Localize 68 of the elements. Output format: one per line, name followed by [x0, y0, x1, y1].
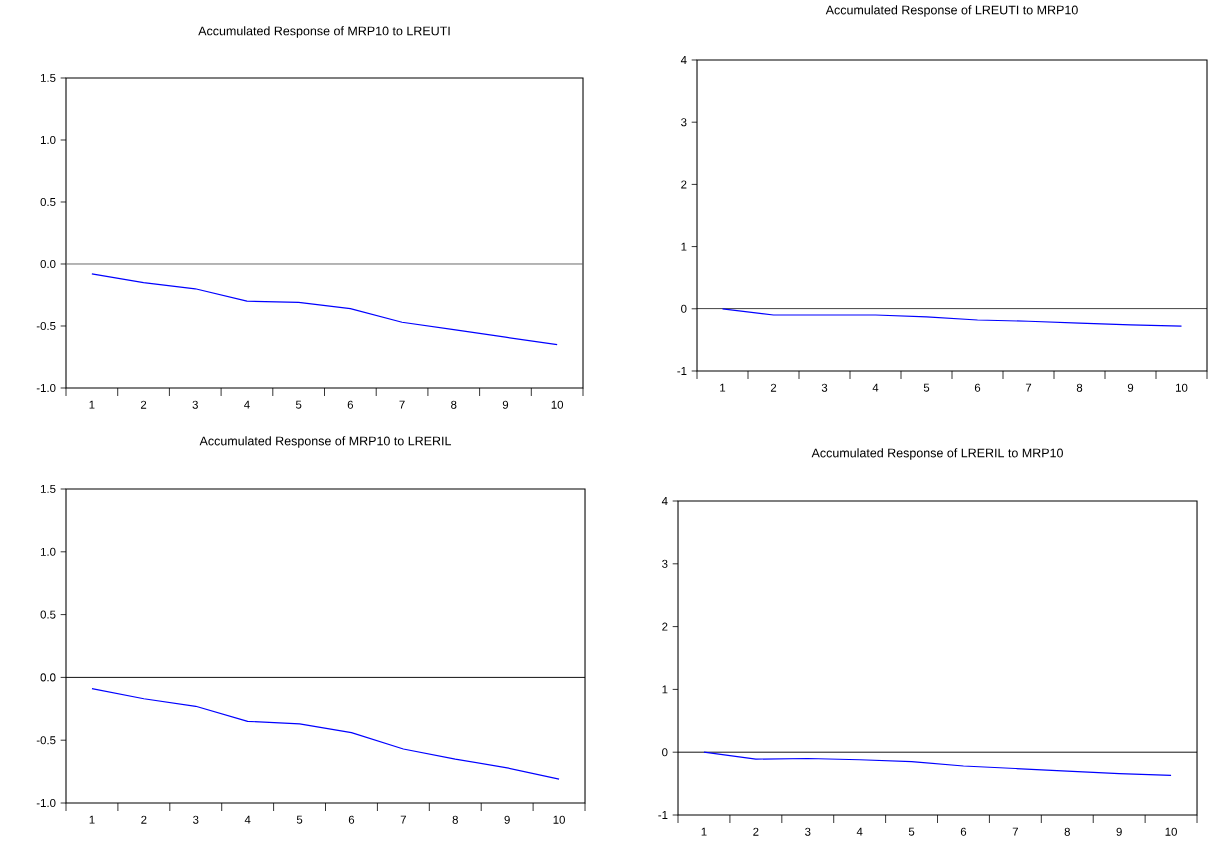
y-tick-label: -1 [677, 367, 687, 375]
y-tick-label: 3 [662, 559, 668, 568]
x-tick-label: 7 [400, 815, 406, 824]
y-tick-label: -0.5 [36, 736, 56, 745]
y-tick-label: 0.5 [40, 610, 56, 619]
y-tick-label: 0.0 [40, 259, 56, 269]
x-tick-label: 1 [89, 815, 95, 824]
x-tick-label: 8 [451, 400, 457, 409]
y-tick-label: 1.5 [40, 74, 56, 82]
x-tick-label: 1 [720, 383, 726, 392]
y-tick-label: 2 [662, 622, 668, 631]
y-tick-label: 3 [681, 118, 687, 127]
x-tick-label: 9 [1116, 827, 1122, 836]
y-tick-label: 1.0 [40, 135, 56, 145]
x-tick-label: 5 [923, 383, 930, 392]
chart-title: Accumulated Response of LREUTI to MRP10 [825, 5, 1078, 17]
y-tick-label: 1.5 [40, 485, 56, 493]
y-tick-label: 4 [661, 497, 668, 505]
x-tick-label: 4 [872, 383, 879, 392]
x-tick-label: 6 [960, 827, 967, 836]
y-tick-label: 1 [681, 242, 687, 251]
x-tick-label: 10 [1165, 827, 1177, 836]
y-tick-label: 1.0 [40, 547, 56, 556]
x-tick-label: 2 [140, 400, 147, 409]
y-tick-label: 0 [681, 304, 687, 313]
x-tick-label: 6 [347, 400, 354, 409]
y-tick-label: 1 [662, 685, 668, 694]
x-tick-label: 5 [295, 400, 302, 409]
y-tick-label: -1 [658, 811, 668, 819]
y-tick-label: -1.0 [36, 798, 56, 808]
y-tick-label: 2 [681, 180, 687, 189]
x-tick-label: 10 [551, 400, 564, 409]
x-tick-label: 8 [1076, 383, 1083, 392]
y-tick-label: 4 [680, 56, 687, 64]
chart-title: Accumulated Response of LRERIL to MRP10 [811, 448, 1063, 460]
y-tick-label: 0 [662, 748, 668, 757]
x-tick-label: 7 [1025, 383, 1032, 392]
x-tick-label: 10 [1176, 383, 1188, 392]
x-tick-label: 9 [502, 400, 509, 409]
x-tick-label: 9 [504, 815, 510, 824]
y-tick-label: -1.0 [36, 383, 56, 393]
x-tick-label: 5 [908, 827, 915, 836]
x-tick-label: 5 [296, 815, 303, 824]
x-tick-label: 1 [701, 827, 707, 836]
y-tick-label: 0.0 [40, 673, 56, 682]
x-tick-label: 3 [821, 383, 828, 392]
x-tick-label: 8 [1064, 827, 1070, 836]
chart-title: Accumulated Response of MRP10 to LRERIL [199, 436, 452, 448]
x-tick-label: 6 [348, 815, 355, 824]
x-tick-label: 4 [244, 400, 250, 409]
x-tick-label: 1 [89, 400, 95, 409]
y-tick-label: 0.5 [40, 197, 56, 207]
x-tick-label: 2 [753, 827, 759, 836]
x-tick-label: 3 [192, 400, 198, 409]
x-tick-label: 2 [770, 383, 777, 392]
x-tick-label: 3 [193, 815, 199, 824]
y-tick-label: -0.5 [36, 321, 56, 331]
chart-title: Accumulated Response of MRP10 to LREUTI [198, 26, 450, 38]
x-tick-label: 6 [974, 383, 981, 392]
x-tick-label: 4 [856, 827, 863, 836]
x-tick-label: 2 [141, 815, 147, 824]
x-tick-label: 10 [553, 815, 565, 824]
x-tick-label: 7 [399, 400, 405, 409]
x-tick-label: 9 [1127, 383, 1134, 392]
x-tick-label: 3 [805, 827, 811, 836]
x-tick-label: 4 [244, 815, 251, 824]
x-tick-label: 8 [452, 815, 458, 824]
x-tick-label: 7 [1012, 827, 1018, 836]
